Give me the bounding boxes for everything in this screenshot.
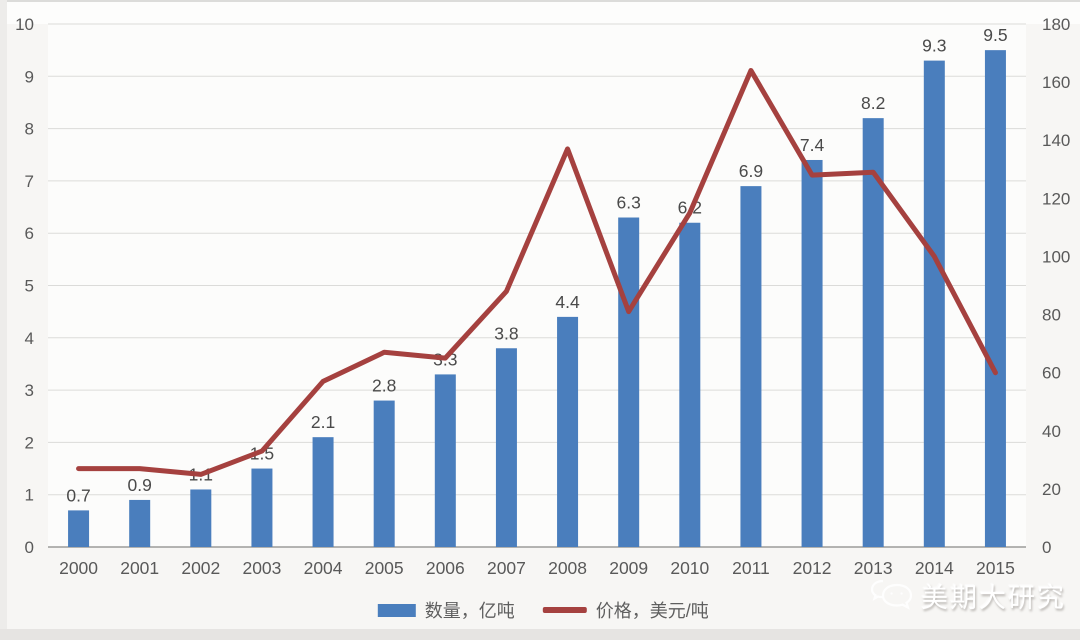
y-left-tick-label: 10 <box>15 15 34 34</box>
bar-value-label: 6.3 <box>617 193 641 213</box>
legend: 数量，亿吨 价格，美元/吨 <box>377 597 709 623</box>
y-right-tick-label: 180 <box>1042 15 1070 34</box>
x-tick-label: 2009 <box>609 558 648 578</box>
bar <box>495 348 517 547</box>
x-tick-label: 2006 <box>426 558 465 578</box>
bar-value-label: 3.8 <box>494 323 518 343</box>
x-tick-label: 2010 <box>670 558 709 578</box>
x-tick-label: 2015 <box>976 558 1015 578</box>
bar <box>190 489 212 547</box>
x-tick-label: 2002 <box>181 558 220 578</box>
bar-value-label: 9.3 <box>922 36 946 56</box>
bar <box>68 510 90 547</box>
bar <box>679 222 701 548</box>
x-tick-label: 2000 <box>59 558 98 578</box>
bar-value-label: 0.9 <box>128 475 152 495</box>
bar-value-label: 6.9 <box>739 161 763 181</box>
y-left-tick-label: 2 <box>25 433 34 452</box>
top-page-band <box>0 0 1080 24</box>
bar-value-label: 0.7 <box>66 485 90 505</box>
bar-value-label: 8.2 <box>861 93 885 113</box>
line-series-swatch <box>542 607 587 613</box>
y-right-tick-label: 80 <box>1042 306 1061 325</box>
watermark: 美期大研究 <box>869 576 1066 615</box>
y-left-tick-label: 8 <box>25 120 34 139</box>
x-tick-label: 2003 <box>242 558 281 578</box>
bar-value-label: 7.4 <box>800 135 825 155</box>
bar <box>434 374 456 547</box>
y-left-tick-label: 9 <box>25 67 34 86</box>
y-left-tick-label: 0 <box>25 538 34 557</box>
y-right-tick-label: 20 <box>1042 480 1061 499</box>
bar <box>923 60 945 548</box>
y-left-tick-label: 7 <box>25 172 34 191</box>
bottom-page-band <box>0 629 1080 640</box>
y-right-tick-label: 160 <box>1042 73 1070 92</box>
bar <box>312 437 334 547</box>
bar-value-label: 2.1 <box>311 412 335 432</box>
bar-series-swatch <box>377 603 416 617</box>
legend-item-quantity: 数量，亿吨 <box>377 597 515 623</box>
y-left-tick-label: 4 <box>25 329 34 348</box>
y-right-tick-label: 60 <box>1042 364 1061 383</box>
y-right-tick-label: 40 <box>1042 422 1061 441</box>
x-tick-label: 2008 <box>548 558 587 578</box>
bar <box>129 499 151 547</box>
bar <box>801 159 823 548</box>
x-tick-label: 2001 <box>120 558 159 578</box>
bar <box>618 217 640 547</box>
x-tick-label: 2013 <box>854 558 893 578</box>
x-tick-label: 2012 <box>793 558 832 578</box>
x-tick-label: 2005 <box>365 558 404 578</box>
y-right-tick-label: 0 <box>1042 538 1051 557</box>
left-page-band <box>0 0 7 640</box>
bar-value-label: 2.8 <box>372 376 396 396</box>
y-right-tick-label: 100 <box>1042 247 1070 266</box>
bar-value-label: 9.5 <box>983 25 1007 45</box>
price-line <box>76 68 998 477</box>
legend-label-price: 价格，美元/吨 <box>595 601 709 621</box>
x-tick-label: 2004 <box>304 558 343 578</box>
legend-label-quantity: 数量，亿吨 <box>424 601 515 621</box>
y-right-tick-label: 140 <box>1042 131 1070 150</box>
watermark-text: 美期大研究 <box>921 583 1066 613</box>
bar-value-label: 4.4 <box>555 292 580 312</box>
legend-item-price: 价格，美元/吨 <box>542 597 709 623</box>
bar <box>251 468 273 547</box>
y-left-tick-label: 3 <box>25 381 34 400</box>
y-left-tick-label: 5 <box>25 277 34 296</box>
y-left-tick-label: 1 <box>25 486 34 505</box>
y-left-tick-label: 6 <box>25 224 34 243</box>
x-tick-label: 2014 <box>915 558 954 578</box>
wechat-icon <box>870 579 913 610</box>
bar <box>862 118 884 547</box>
x-tick-label: 2007 <box>487 558 526 578</box>
bar <box>984 50 1006 548</box>
x-tick-label: 2011 <box>732 558 770 578</box>
y-right-tick-label: 120 <box>1042 189 1070 208</box>
bar <box>557 316 579 547</box>
bar <box>740 186 762 547</box>
bar <box>373 400 395 547</box>
